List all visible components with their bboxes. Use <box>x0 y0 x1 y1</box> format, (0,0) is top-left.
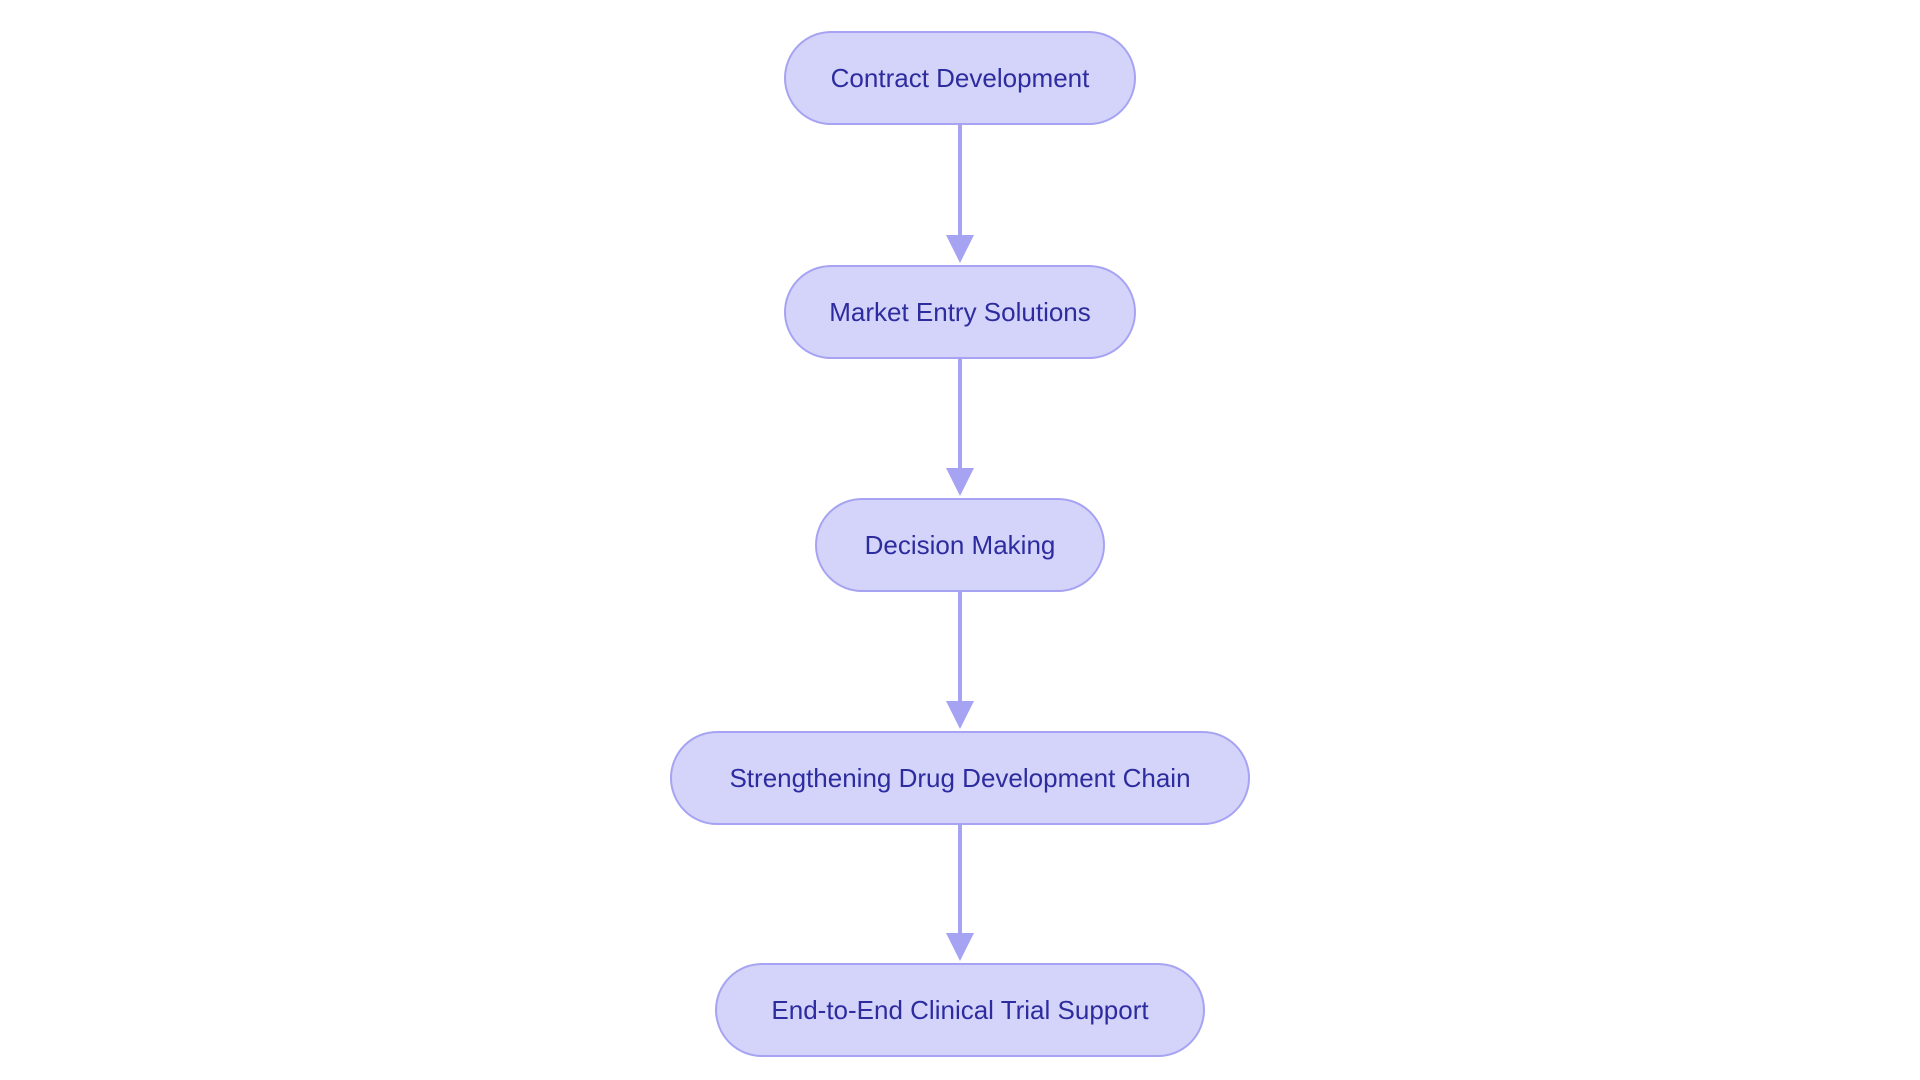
flowchart-node: Contract Development <box>784 31 1136 125</box>
flowchart-node-label: Contract Development <box>831 63 1090 94</box>
flowchart-node-label: Decision Making <box>865 530 1056 561</box>
flowchart-node: End-to-End Clinical Trial Support <box>715 963 1205 1057</box>
flowchart-node-label: Strengthening Drug Development Chain <box>729 763 1190 794</box>
flowchart-node: Market Entry Solutions <box>784 265 1136 359</box>
flowchart-node-label: End-to-End Clinical Trial Support <box>771 995 1148 1026</box>
flowchart-canvas: Contract Development Market Entry Solutio… <box>0 0 1920 1080</box>
flowchart-node: Decision Making <box>815 498 1105 592</box>
flowchart-node: Strengthening Drug Development Chain <box>670 731 1250 825</box>
flowchart-node-label: Market Entry Solutions <box>829 297 1091 328</box>
